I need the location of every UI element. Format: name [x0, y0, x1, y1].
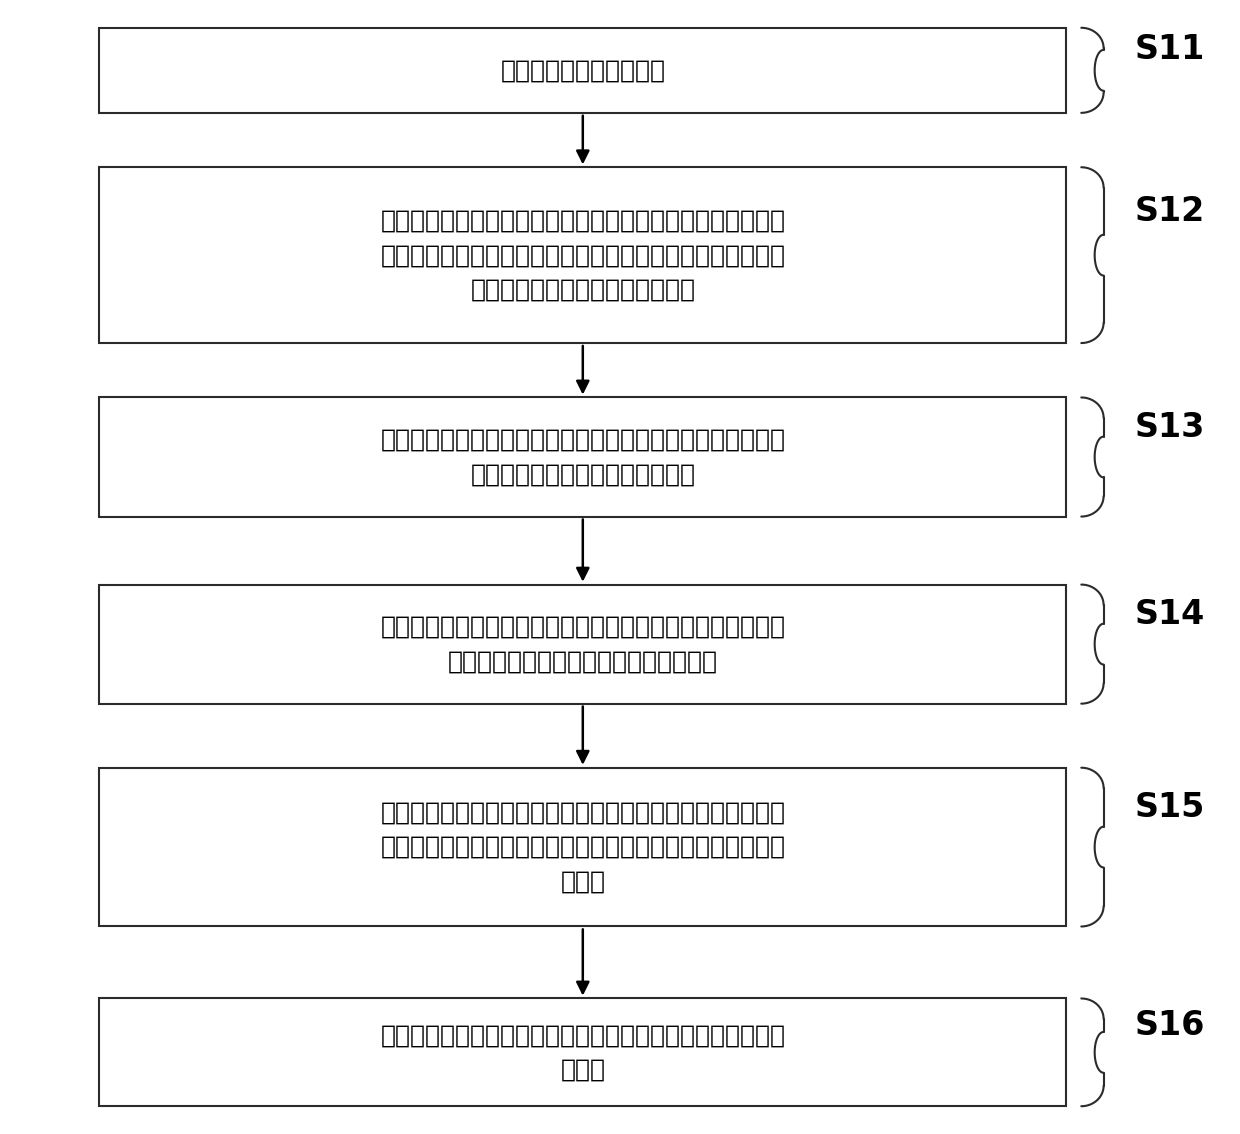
Text: 对所述第三类地震数据进行叠前偏移成像处理，得到地震波的
有效反射信号，并将所述地震波的有效反射信号作为第四类地
震数据: 对所述第三类地震数据进行叠前偏移成像处理，得到地震波的 有效反射信号，并将所述地… [381, 801, 785, 894]
Text: 对所述第四类地震数据进行最佳分辨率子波整形，得到目标地
震数据: 对所述第四类地震数据进行最佳分辨率子波整形，得到目标地 震数据 [381, 1023, 785, 1082]
FancyBboxPatch shape [99, 585, 1066, 703]
Text: 对目标区域的地震数据进行子波规范化整形，并对规范化整形
后的地震数据进行全频带拓频处理，以释放频谱压制带内的全
部地震信号，得到第一类地震数据: 对目标区域的地震数据进行子波规范化整形，并对规范化整形 后的地震数据进行全频带拓… [381, 209, 785, 302]
FancyBboxPatch shape [99, 168, 1066, 342]
Text: S14: S14 [1135, 598, 1205, 631]
Text: S16: S16 [1135, 1009, 1205, 1042]
Text: S11: S11 [1135, 33, 1205, 66]
Text: 获取目标区域的地震数据: 获取目标区域的地震数据 [500, 58, 666, 83]
FancyBboxPatch shape [99, 398, 1066, 517]
Text: 对所述第一类地震数据中的干扰信号进行满足随机噪声假设的
白化处理，以得到第二类地震数据: 对所述第一类地震数据中的干扰信号进行满足随机噪声假设的 白化处理，以得到第二类地… [381, 428, 785, 486]
FancyBboxPatch shape [99, 768, 1066, 926]
Text: S15: S15 [1135, 790, 1205, 824]
Text: S13: S13 [1135, 411, 1205, 443]
Text: 对所述第二类地震数据进行保持地震数据全频带特征和噪声白
化特征的数据处理，得到第三类地震数据: 对所述第二类地震数据进行保持地震数据全频带特征和噪声白 化特征的数据处理，得到第… [381, 615, 785, 674]
FancyBboxPatch shape [99, 28, 1066, 113]
Text: S12: S12 [1135, 195, 1205, 228]
FancyBboxPatch shape [99, 999, 1066, 1107]
